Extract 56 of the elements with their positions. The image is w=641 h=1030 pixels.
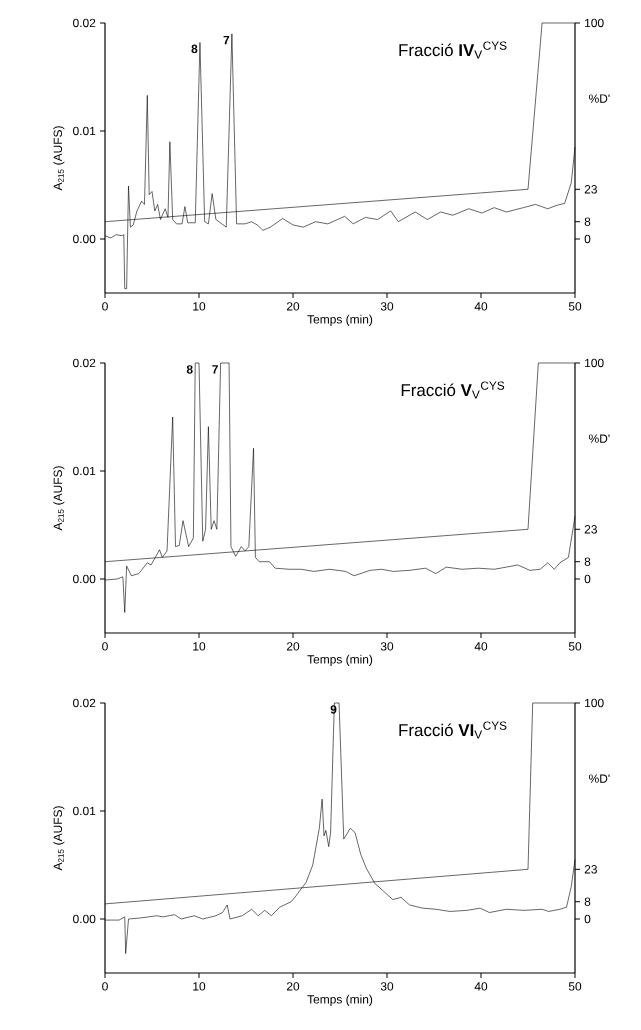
x-tick-label: 20	[286, 302, 300, 311]
x-tick-label: 30	[380, 982, 394, 991]
y2-axis-title: %D'	[589, 94, 610, 103]
y2-tick-label: 100	[585, 358, 604, 368]
y-tick-label: 0.01	[73, 806, 96, 816]
annotation: 9	[330, 705, 337, 714]
annotation: 7	[223, 35, 230, 45]
y2-tick-label: 100	[585, 698, 604, 708]
x-tick-label: 50	[568, 642, 582, 651]
x-tick-label: 50	[568, 302, 582, 311]
y2-axis-title: %D'	[589, 434, 610, 443]
y-tick-label: 0.00	[73, 234, 96, 244]
y2-tick-label: 100	[585, 18, 604, 28]
x-tick-label: 0	[102, 302, 108, 311]
y2-tick-label: 23	[584, 185, 597, 194]
y2-tick-label: 8	[584, 217, 591, 226]
y-tick-label: 0.01	[73, 466, 96, 476]
x-tick-label: 30	[380, 302, 394, 311]
x-tick-label: 40	[474, 302, 488, 311]
text: Fracció IV$_{V}$CYS	[399, 41, 507, 59]
x-tick-label: 50	[568, 982, 582, 991]
x-tick-label: 10	[193, 982, 206, 991]
x-tick-label: 20	[286, 982, 300, 991]
y2-tick-label: 0	[584, 574, 591, 584]
y-tick-label: 0.02	[73, 698, 96, 708]
x-tick-label: 20	[286, 642, 300, 651]
y2-tick-label: 8	[584, 897, 591, 906]
annotation: 8	[186, 365, 193, 374]
x-axis-title: Temps (min)	[307, 654, 373, 666]
x-tick-label: 0	[102, 642, 108, 651]
y-tick-label: 0.02	[73, 358, 96, 368]
y-axis-title: A$_{215}$ (AUFS)	[53, 806, 65, 871]
y2-tick-label: 23	[584, 865, 597, 874]
y2-tick-label: 0	[584, 914, 591, 924]
x-axis-title: Temps (min)	[307, 314, 373, 326]
y-tick-label: 0.00	[73, 574, 96, 584]
x-tick-label: 40	[474, 642, 488, 651]
y-tick-label: 0.01	[73, 126, 96, 136]
x-axis-title: Temps (min)	[307, 994, 373, 1006]
x-tick-label: 30	[380, 642, 394, 651]
x-tick-label: 40	[474, 982, 488, 991]
y-tick-label: 0.02	[73, 18, 96, 28]
text: Fracció V$_{V}$CYS	[401, 381, 505, 399]
y2-tick-label: 0	[584, 234, 591, 244]
x-tick-label: 10	[193, 302, 206, 311]
y-axis-title: A$_{215}$ (AUFS)	[53, 126, 65, 191]
x-tick-label: 0	[102, 982, 108, 991]
y2-axis-title: %D'	[589, 774, 610, 783]
annotation: 8	[191, 44, 198, 54]
annotation: 7	[212, 365, 218, 374]
text: Fracció VI$_{V}$CYS	[399, 721, 507, 739]
y-axis-title: A$_{215}$ (AUFS)	[53, 466, 65, 531]
y2-tick-label: 8	[584, 557, 591, 566]
x-tick-label: 10	[193, 642, 206, 651]
y2-tick-label: 23	[584, 525, 597, 534]
y-tick-label: 0.00	[73, 914, 96, 924]
